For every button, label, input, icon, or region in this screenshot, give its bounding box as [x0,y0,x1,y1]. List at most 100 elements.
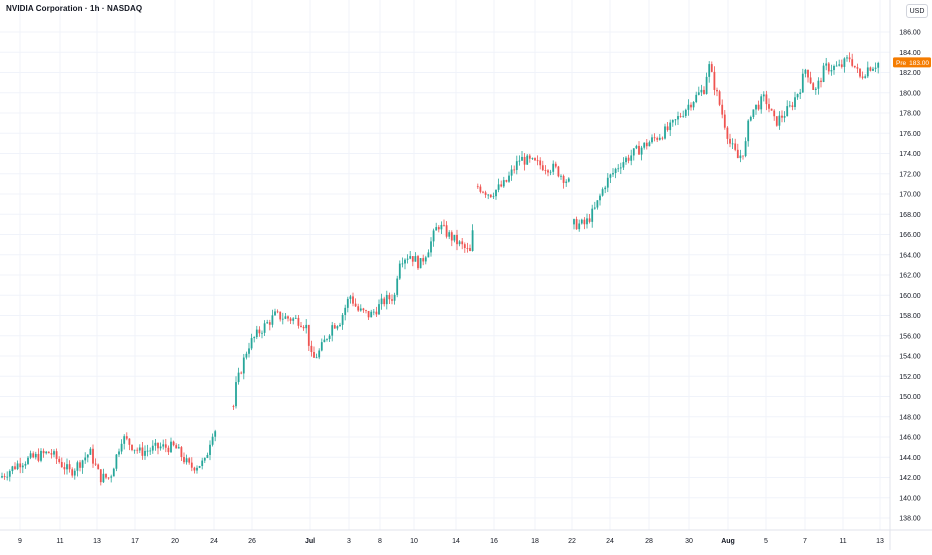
candle-body [99,469,102,483]
candle-body [97,464,100,470]
candle-body [146,450,149,452]
candle-body [372,311,375,313]
candle-body [479,186,482,192]
candle-body [757,104,760,110]
candle-body [765,94,768,105]
candle-body [606,177,609,188]
candle-body [778,115,781,126]
candle-body [24,463,27,466]
candle-body [63,467,66,470]
candle-body [653,137,656,139]
candle-body [242,357,245,374]
pre-value: 183.00 [909,60,929,67]
x-tick-label: 20 [171,538,179,545]
y-tick-label: 154.00 [899,354,921,361]
candle-body [677,116,679,120]
candle-body [411,256,414,262]
candle-body [352,296,354,304]
candle-body [674,119,677,121]
candle-body [742,155,744,157]
y-tick-label: 156.00 [899,333,921,340]
candle-body [531,158,534,159]
candle-body [84,457,87,461]
candle-body [440,224,443,230]
y-tick-label: 146.00 [899,435,921,442]
candle-body [458,241,461,245]
candle-body [79,462,81,468]
candle-body [118,451,120,455]
y-tick-label: 170.00 [899,192,921,199]
candle-body [534,158,536,161]
candle-body [734,143,737,150]
candle-body [144,450,146,456]
candle-body [656,138,659,140]
candle-body [835,65,838,67]
candle-body [198,466,201,468]
candle-body [248,348,250,354]
candle-body [747,120,750,142]
candle-body [760,96,763,110]
candle-body [302,326,305,329]
candle-body [671,120,674,123]
candle-body [560,175,562,177]
candle-body [796,94,799,98]
y-tick-label: 148.00 [899,414,921,421]
candle-body [29,453,32,458]
x-tick-label: 17 [131,538,139,545]
candle-body [422,258,425,262]
candle-body [721,104,724,115]
candle-body [822,65,825,82]
candle-body [801,73,804,93]
candle-body [666,126,669,131]
candle-body [466,247,469,249]
candle-body [180,447,183,458]
x-tick-label: 18 [531,538,539,545]
candle-body [3,476,6,477]
candle-body [76,462,79,471]
candle-body [281,318,284,320]
candle-body [203,457,206,461]
candles [1,52,880,486]
candle-body [762,94,765,97]
candle-body [94,463,97,465]
candle-body [786,106,789,117]
candle-body [154,442,157,446]
candle-body [510,169,513,176]
pre-price-tag [893,57,931,68]
candle-body [583,219,586,225]
candle-body [333,325,336,329]
candle-body [326,339,328,340]
candle-body [495,189,497,197]
candle-body [557,166,560,177]
x-tick-label: 13 [876,538,884,545]
candle-body [58,458,61,463]
candle-body [697,92,700,95]
candle-body [508,175,510,182]
currency-button[interactable]: USD [906,4,928,18]
candle-body [385,294,388,305]
candle-body [417,256,419,269]
candle-body [391,299,393,301]
candle-body [640,147,643,155]
y-tick-label: 152.00 [899,374,921,381]
candle-body [736,149,739,159]
candle-body [705,76,708,94]
y-tick-label: 138.00 [899,516,921,523]
candle-body [632,148,635,156]
y-tick-label: 140.00 [899,495,921,502]
candle-body [872,68,874,71]
candle-body [492,196,495,198]
candle-body [869,67,872,71]
candle-body [42,450,45,454]
candle-body [599,195,601,201]
candle-body [297,317,300,326]
candle-body [562,175,565,183]
candle-body [211,436,214,445]
candle-body [55,451,58,459]
candle-body [318,350,321,358]
candle-body [739,155,742,159]
y-tick-label: 178.00 [899,111,921,118]
candle-body [6,476,9,478]
